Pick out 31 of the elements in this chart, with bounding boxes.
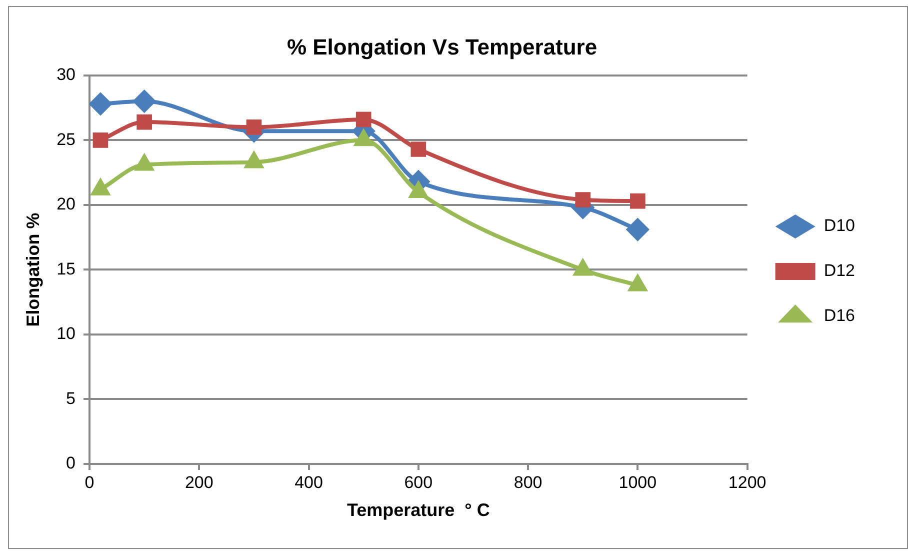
point — [575, 192, 591, 208]
point — [626, 218, 649, 241]
legend-label: D16 — [824, 306, 855, 326]
y-tick-label: 15 — [56, 259, 76, 278]
point — [133, 90, 156, 112]
legend-label: D10 — [824, 216, 855, 236]
legend-label: D12 — [824, 261, 855, 280]
y-tick-label: 30 — [56, 65, 76, 84]
y-tick-label: 0 — [66, 454, 76, 473]
y-tick-label: 5 — [66, 388, 76, 408]
y-axis-title: Elongation % — [22, 212, 43, 327]
point — [574, 260, 592, 276]
x-tick-label: 1200 — [728, 472, 766, 492]
point — [410, 142, 426, 157]
x-tick-label: 800 — [514, 472, 542, 492]
x-tick-label: 200 — [184, 472, 214, 492]
chart-title: % Elongation Vs Temperature — [286, 34, 598, 60]
y-tick-label: 25 — [56, 130, 76, 149]
x-tick-label: 1000 — [618, 472, 657, 492]
x-axis-title: Temperature ° C — [346, 500, 490, 520]
point — [136, 114, 152, 130]
x-tick-label: 600 — [404, 472, 433, 492]
point — [90, 92, 112, 115]
point — [356, 112, 372, 128]
point — [628, 275, 647, 292]
point — [92, 132, 108, 148]
y-tick-label: 10 — [56, 324, 76, 344]
x-tick-label: 400 — [294, 472, 323, 492]
x-tick-label: 0 — [84, 472, 94, 492]
y-tick-label: 20 — [56, 194, 76, 214]
point — [630, 193, 646, 209]
